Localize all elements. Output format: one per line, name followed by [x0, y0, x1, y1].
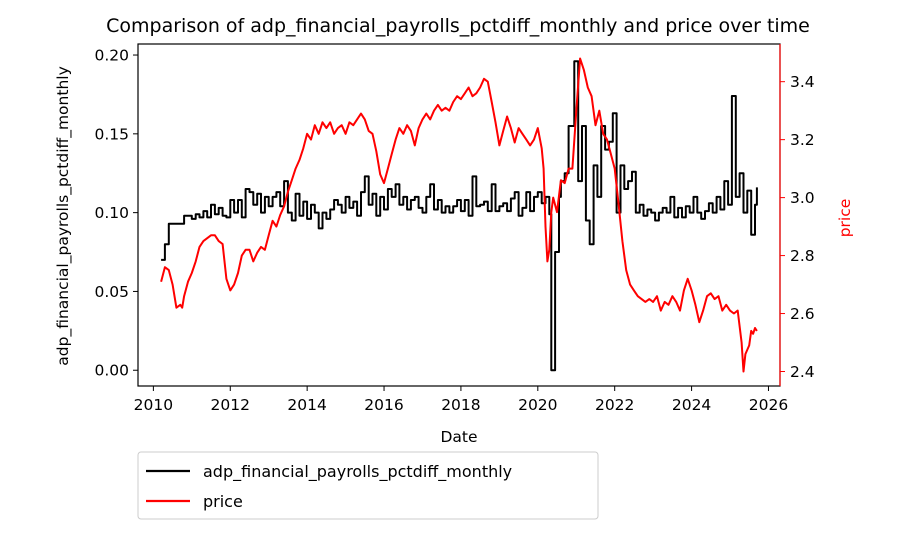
legend-box — [137, 451, 599, 520]
left-tick-label: 0.15 — [94, 125, 129, 143]
left-tick-label: 0.05 — [94, 283, 129, 301]
right-tick-label: 3.4 — [790, 73, 815, 91]
x-tick-label: 2010 — [134, 396, 173, 414]
right-tick-label: 2.6 — [790, 305, 815, 323]
right-tick-label: 2.8 — [790, 247, 815, 265]
x-tick-label: 2026 — [749, 396, 788, 414]
left-tick-label: 0.20 — [94, 47, 129, 65]
x-axis-label: Date — [440, 428, 477, 446]
series-layer — [160, 57, 758, 373]
right-axis-label: price — [836, 199, 854, 238]
price-series-line — [160, 57, 758, 373]
right-tick-label: 3.0 — [790, 189, 815, 207]
right-axis-ticks: 2.4 2.6 2.8 3.0 3.2 3.4 — [780, 73, 815, 381]
left-tick-label: 0.00 — [94, 362, 129, 380]
x-tick-label: 2022 — [595, 396, 634, 414]
legend: adp_financial_payrolls_pctdiff_monthly p… — [137, 451, 599, 520]
left-tick-label: 0.10 — [94, 204, 129, 222]
chart-title: Comparison of adp_financial_payrolls_pct… — [106, 15, 810, 37]
left-axis-label: adp_financial_payrolls_pctdiff_monthly — [54, 66, 73, 365]
x-tick-label: 2016 — [364, 396, 403, 414]
right-tick-label: 3.2 — [790, 131, 815, 149]
x-tick-label: 2024 — [672, 396, 711, 414]
x-tick-label: 2012 — [211, 396, 250, 414]
x-tick-label: 2014 — [287, 396, 326, 414]
legend-label-adp: adp_financial_payrolls_pctdiff_monthly — [203, 462, 512, 482]
left-axis-ticks: 0.00 0.05 0.10 0.15 0.20 — [94, 47, 138, 380]
x-tick-label: 2020 — [518, 396, 557, 414]
legend-label-price: price — [203, 492, 243, 511]
adp-series-line — [161, 60, 758, 372]
x-axis-ticks: 2010 2012 2014 2016 2018 2020 2022 2024 2026 — [134, 386, 788, 414]
x-tick-label: 2018 — [441, 396, 480, 414]
right-tick-label: 2.4 — [790, 363, 815, 381]
